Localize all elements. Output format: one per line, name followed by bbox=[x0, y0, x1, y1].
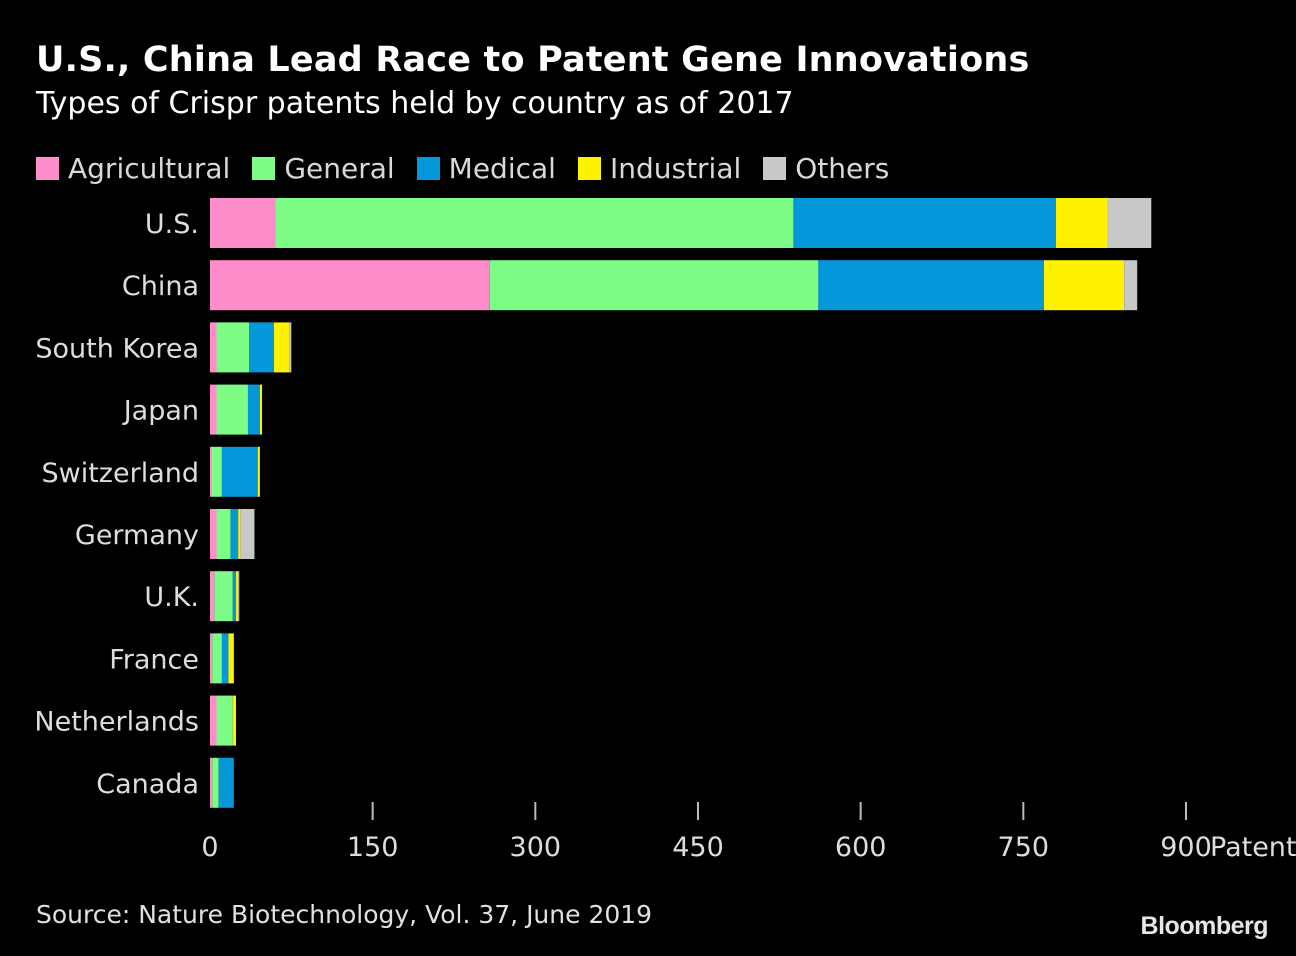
bar-row-u-k: U.K. bbox=[144, 571, 240, 622]
legend-label-industrial: Industrial bbox=[609, 151, 742, 185]
bar-segment-south-korea-agricultural bbox=[210, 322, 217, 373]
bar-segment-canada-medical bbox=[218, 757, 234, 808]
x-tick-label-0: 0 bbox=[201, 832, 218, 863]
bar-segment-u-k-agricultural bbox=[210, 571, 215, 622]
category-label-u-s: U.S. bbox=[145, 209, 199, 240]
bar-segment-u-s-agricultural bbox=[210, 198, 276, 248]
bar-segment-u-s-industrial bbox=[1055, 198, 1108, 248]
x-axis-unit-label: Patents bbox=[1210, 832, 1296, 863]
legend-item-medical: Medical bbox=[416, 151, 556, 185]
bar-segment-netherlands-industrial bbox=[232, 695, 237, 746]
bar-row-canada: Canada bbox=[96, 757, 234, 808]
legend-label-general: General bbox=[284, 151, 395, 185]
bar-segment-japan-medical bbox=[247, 384, 260, 435]
category-label-japan: Japan bbox=[122, 396, 199, 427]
category-label-canada: Canada bbox=[96, 769, 199, 800]
bar-segment-china-others bbox=[1124, 260, 1138, 311]
x-tick-label-600: 600 bbox=[835, 832, 887, 863]
bar-segment-france-medical bbox=[221, 633, 229, 684]
bar-segment-china-medical bbox=[818, 260, 1044, 311]
legend-swatch-others bbox=[763, 156, 787, 180]
bar-segment-germany-others bbox=[240, 509, 255, 559]
category-label-netherlands: Netherlands bbox=[34, 707, 199, 738]
bar-segment-netherlands-general bbox=[216, 695, 233, 746]
bar-segment-china-general bbox=[489, 260, 819, 311]
legend-swatch-general bbox=[252, 156, 276, 180]
legend-label-agricultural: Agricultural bbox=[68, 151, 231, 185]
legend-swatch-agricultural bbox=[36, 156, 59, 180]
bar-row-switzerland: Switzerland bbox=[42, 446, 260, 497]
bar-segment-germany-industrial bbox=[238, 509, 241, 559]
x-axis: 0 150 300 450 600 750 900Patents bbox=[201, 802, 1296, 863]
legend-item-industrial: Industrial bbox=[577, 151, 742, 185]
bar-row-south-korea: South Korea bbox=[35, 322, 292, 373]
legend: Agricultural General Medical Industrial … bbox=[36, 150, 911, 186]
bar-segment-switzerland-industrial bbox=[257, 446, 260, 497]
bar-segment-u-k-industrial bbox=[236, 571, 239, 622]
bar-segment-switzerland-medical bbox=[221, 446, 258, 497]
bar-segment-u-k-general bbox=[214, 571, 233, 622]
bar-row-germany: Germany bbox=[75, 509, 255, 559]
bar-segment-germany-general bbox=[216, 509, 231, 559]
chart-title: U.S., China Lead Race to Patent Gene Inn… bbox=[36, 40, 1030, 80]
bar-segment-china-agricultural bbox=[210, 260, 490, 311]
bar-segment-france-general bbox=[212, 633, 222, 684]
bar-segment-u-s-medical bbox=[793, 198, 1056, 248]
category-label-u-k: U.K. bbox=[144, 582, 199, 613]
bar-segment-canada-agricultural bbox=[210, 757, 213, 808]
bar-segment-south-korea-others bbox=[289, 322, 292, 373]
x-tick-label-450: 450 bbox=[672, 832, 724, 863]
x-tick-label-300: 300 bbox=[510, 832, 562, 863]
bar-segment-south-korea-general bbox=[216, 322, 250, 373]
source-note: Source: Nature Biotechnology, Vol. 37, J… bbox=[36, 900, 653, 929]
bar-row-china: China bbox=[122, 260, 1138, 311]
bloomberg-logo: Bloomberg bbox=[1140, 912, 1269, 940]
bar-segment-japan-agricultural bbox=[210, 384, 217, 435]
bar-segment-south-korea-industrial bbox=[273, 322, 290, 373]
x-tick-label-750: 750 bbox=[998, 832, 1050, 863]
category-label-china: China bbox=[122, 271, 199, 302]
bar-segment-u-k-medical bbox=[232, 571, 237, 622]
bar-segment-switzerland-general bbox=[211, 446, 222, 497]
legend-item-general: General bbox=[252, 151, 395, 185]
legend-swatch-industrial bbox=[577, 156, 601, 180]
legend-label-others: Others bbox=[795, 151, 890, 185]
bar-segment-china-industrial bbox=[1043, 260, 1125, 311]
bar-segment-germany-medical bbox=[230, 509, 239, 559]
bar-segment-u-k-others bbox=[238, 571, 240, 622]
category-label-france: France bbox=[109, 644, 199, 675]
bar-segment-netherlands-agricultural bbox=[210, 695, 217, 746]
x-tick-label-900: 900 bbox=[1160, 832, 1212, 863]
legend-item-agricultural: Agricultural bbox=[36, 152, 230, 185]
legend-swatch-medical bbox=[416, 156, 440, 180]
legend-item-others: Others bbox=[763, 152, 889, 185]
bar-row-u-s: U.S. bbox=[145, 198, 1152, 248]
bar-segment-japan-industrial bbox=[259, 384, 263, 435]
bar-segment-france-industrial bbox=[228, 633, 234, 684]
category-label-south-korea: South Korea bbox=[35, 333, 199, 364]
bar-segment-south-korea-medical bbox=[249, 322, 274, 373]
bar-segment-u-s-others bbox=[1107, 198, 1152, 248]
bar-segment-canada-general bbox=[212, 757, 219, 808]
chart-subtitle: Types of Crispr patents held by country … bbox=[36, 86, 794, 121]
bar-row-france: France bbox=[109, 633, 234, 684]
category-label-switzerland: Switzerland bbox=[42, 458, 200, 489]
x-tick-label-150: 150 bbox=[347, 832, 399, 863]
bar-segment-germany-agricultural bbox=[210, 509, 217, 559]
bar-segment-japan-general bbox=[216, 384, 248, 435]
bar-row-japan: Japan bbox=[122, 384, 263, 435]
bar-segment-france-agricultural bbox=[210, 633, 213, 684]
legend-label-medical: Medical bbox=[448, 151, 556, 185]
bar-segment-switzerland-agricultural bbox=[210, 446, 212, 497]
bar-segment-u-s-general bbox=[275, 198, 794, 248]
bar-row-netherlands: Netherlands bbox=[34, 695, 237, 746]
category-label-germany: Germany bbox=[75, 520, 199, 551]
